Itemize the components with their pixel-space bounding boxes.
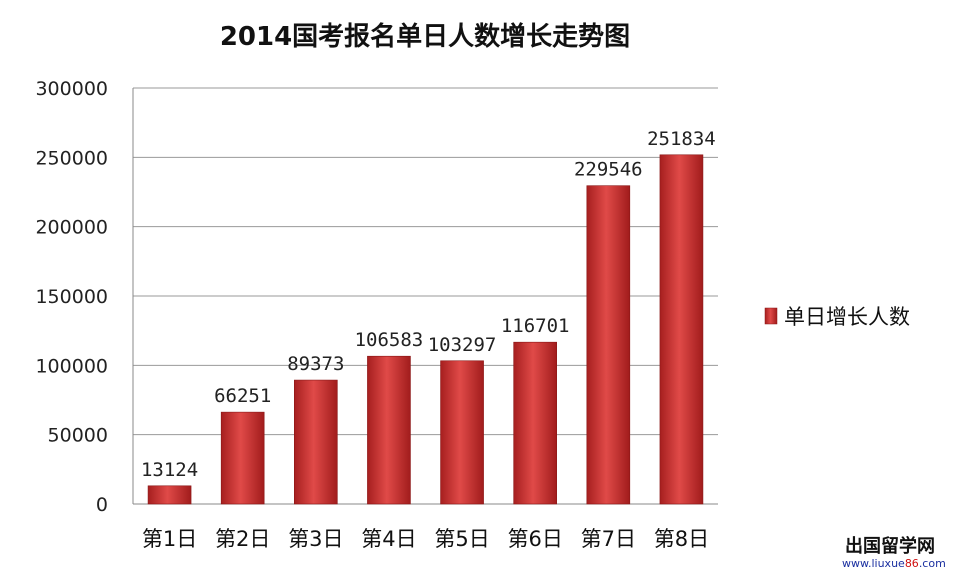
legend: 单日增长人数 — [764, 305, 910, 329]
data-label: 251834 — [647, 128, 716, 150]
y-tick-label: 200000 — [35, 217, 108, 239]
watermark-url-part1: www.liuxue — [842, 557, 905, 570]
bar — [440, 360, 484, 505]
data-label: 89373 — [287, 353, 344, 375]
data-label: 66251 — [214, 385, 271, 407]
watermark-line1: 出国留学网 — [845, 535, 935, 557]
x-tick-label: 第2日 — [215, 527, 270, 551]
bars — [147, 154, 704, 505]
legend-label: 单日增长人数 — [784, 305, 910, 329]
bar — [513, 341, 557, 505]
watermark-url-part2: 86 — [905, 557, 919, 570]
data-label: 106583 — [355, 329, 424, 351]
legend-swatch — [764, 307, 778, 325]
y-axis: 0 50000 100000 150000 200000 250000 300000 — [35, 78, 134, 516]
x-tick-label: 第6日 — [508, 527, 563, 551]
chart-title: 2014国考报名单日人数增长走势图 — [220, 21, 630, 52]
data-label: 103297 — [428, 334, 497, 356]
bar — [220, 411, 265, 505]
bar — [586, 185, 631, 505]
bar — [659, 154, 704, 505]
x-axis: 第1日 第2日 第3日 第4日 第5日 第6日 第7日 第8日 — [142, 527, 709, 551]
data-label: 116701 — [501, 315, 570, 337]
x-tick-label: 第7日 — [581, 527, 636, 551]
watermark-line2: www.liuxue86.com — [842, 557, 946, 570]
y-tick-label: 250000 — [35, 147, 108, 169]
watermark-url-part3: .com — [919, 557, 946, 570]
gridlines — [133, 87, 718, 505]
x-tick-label: 第8日 — [654, 527, 709, 551]
bar — [367, 355, 411, 505]
x-tick-label: 第4日 — [361, 527, 416, 551]
data-label: 229546 — [574, 159, 643, 181]
y-tick-label: 100000 — [35, 355, 108, 377]
data-label: 13124 — [141, 459, 198, 481]
bar — [294, 379, 338, 505]
y-tick-label: 50000 — [48, 425, 108, 447]
x-tick-label: 第3日 — [288, 527, 343, 551]
x-tick-label: 第1日 — [142, 527, 197, 551]
bar — [147, 485, 192, 505]
y-tick-label: 300000 — [35, 78, 108, 100]
y-tick-label: 150000 — [35, 286, 108, 308]
y-tick-label: 0 — [96, 494, 108, 516]
watermark: 出国留学网 www.liuxue86.com — [842, 535, 946, 570]
x-tick-label: 第5日 — [434, 527, 489, 551]
